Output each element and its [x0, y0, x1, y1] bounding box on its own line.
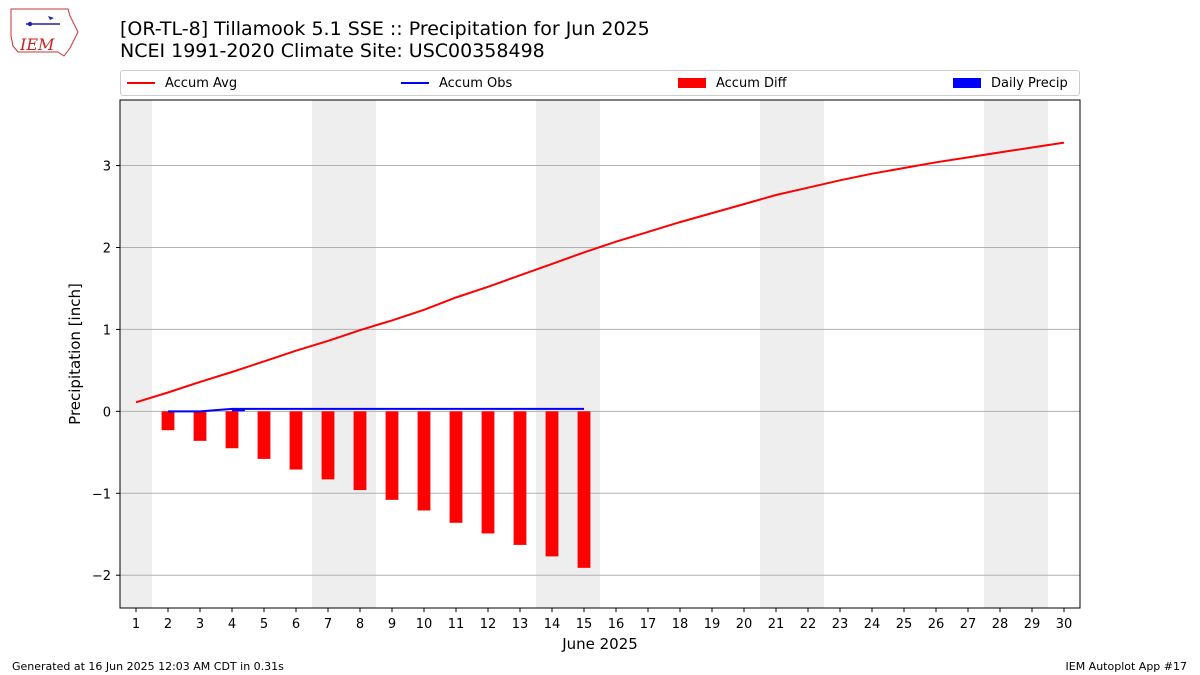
daily-precip-bar-4	[232, 408, 245, 412]
legend-item-accum-obs: Accum Obs	[401, 71, 512, 95]
legend-item-daily-precip: Daily Precip	[953, 71, 1068, 95]
legend-item-accum-diff: Accum Diff	[678, 71, 787, 95]
x-tick-label-30: 30	[1056, 617, 1073, 632]
x-axis-label: June 2025	[561, 635, 638, 653]
x-tick-label-10: 10	[416, 617, 433, 632]
accum-diff-bar-2	[161, 411, 175, 431]
footer-app-id: IEM Autoplot App #17	[1065, 660, 1188, 673]
x-tick-label-9: 9	[388, 617, 396, 632]
weekend-shade-4	[984, 100, 1048, 608]
legend-label-accum-diff: Accum Diff	[716, 75, 787, 91]
legend-label-accum-avg: Accum Avg	[165, 75, 238, 91]
accum-diff-bar-15	[577, 411, 591, 568]
x-tick-label-26: 26	[928, 617, 945, 632]
x-tick-label-3: 3	[196, 617, 204, 632]
y-tick-label-3: 1	[103, 323, 111, 338]
legend: Accum Avg Accum Obs Accum Diff Daily Pre…	[120, 70, 1080, 96]
accum-diff-bar-11	[449, 411, 463, 523]
accum-avg-line	[135, 141, 1065, 404]
x-tick-label-25: 25	[896, 617, 913, 632]
accum-diff-bar-6	[289, 411, 303, 470]
accum-diff-bar-13	[513, 411, 527, 545]
accum-diff-bar-9	[385, 411, 399, 500]
accum-diff-bar-4	[225, 411, 239, 449]
x-tick-label-11: 11	[448, 617, 465, 632]
legend-swatch-daily-precip	[953, 78, 981, 88]
y-axis-label: Precipitation [inch]	[66, 283, 84, 425]
x-tick-label-18: 18	[672, 617, 689, 632]
x-tick-label-22: 22	[800, 617, 817, 632]
logo-text: IEM	[19, 35, 55, 54]
iem-logo: IEM	[10, 8, 79, 57]
x-tick-label-14: 14	[544, 617, 561, 632]
x-tick-label-21: 21	[768, 617, 785, 632]
x-tick-label-5: 5	[260, 617, 268, 632]
x-tick-label-17: 17	[640, 617, 657, 632]
chart-title: [OR-TL-8] Tillamook 5.1 SSE :: Precipita…	[120, 18, 650, 40]
accum-diff-bar-7	[321, 411, 335, 480]
x-tick-label-15: 15	[576, 617, 593, 632]
x-tick-label-29: 29	[1024, 617, 1041, 632]
legend-swatch-accum-avg	[127, 82, 155, 84]
weekend-shade-3	[760, 100, 824, 608]
x-tick-label-24: 24	[864, 617, 881, 632]
legend-swatch-accum-diff	[678, 78, 706, 88]
x-tick-label-2: 2	[164, 617, 172, 632]
x-tick-label-27: 27	[960, 617, 977, 632]
legend-item-accum-avg: Accum Avg	[127, 71, 237, 95]
x-tick-label-8: 8	[356, 617, 364, 632]
legend-label-accum-obs: Accum Obs	[439, 75, 513, 91]
accum-diff-bar-12	[481, 411, 495, 534]
x-tick-label-16: 16	[608, 617, 625, 632]
y-tick-label-2: 0	[103, 405, 111, 420]
weekend-shade-1	[312, 100, 376, 608]
x-tick-label-7: 7	[324, 617, 332, 632]
x-tick-label-20: 20	[736, 617, 753, 632]
y-tick-label-0: −2	[92, 569, 111, 584]
x-tick-label-1: 1	[132, 617, 140, 632]
y-tick-label-1: −1	[92, 487, 111, 502]
y-tick-label-4: 2	[103, 241, 111, 256]
footer-generated: Generated at 16 Jun 2025 12:03 AM CDT in…	[12, 660, 284, 673]
accum-obs-line	[168, 407, 584, 413]
accum-diff-bar-3	[193, 411, 207, 441]
legend-label-daily-precip: Daily Precip	[991, 75, 1068, 91]
accum-diff-bar-14	[545, 411, 559, 557]
accum-diff-bar-10	[417, 411, 431, 511]
weekend-shade-0	[120, 100, 152, 608]
accum-diff-bar-5	[257, 411, 271, 459]
y-tick-label-5: 3	[103, 160, 111, 175]
plot-frame	[119, 99, 1081, 609]
x-tick-label-4: 4	[228, 617, 236, 632]
x-tick-label-6: 6	[292, 617, 300, 632]
x-tick-label-28: 28	[992, 617, 1009, 632]
x-tick-label-19: 19	[704, 617, 721, 632]
accum-diff-bar-8	[353, 411, 367, 491]
x-tick-label-12: 12	[480, 617, 497, 632]
legend-swatch-accum-obs	[401, 82, 429, 84]
x-tick-label-23: 23	[832, 617, 849, 632]
x-tick-label-13: 13	[512, 617, 529, 632]
chart-subtitle: NCEI 1991-2020 Climate Site: USC00358498	[120, 40, 545, 62]
